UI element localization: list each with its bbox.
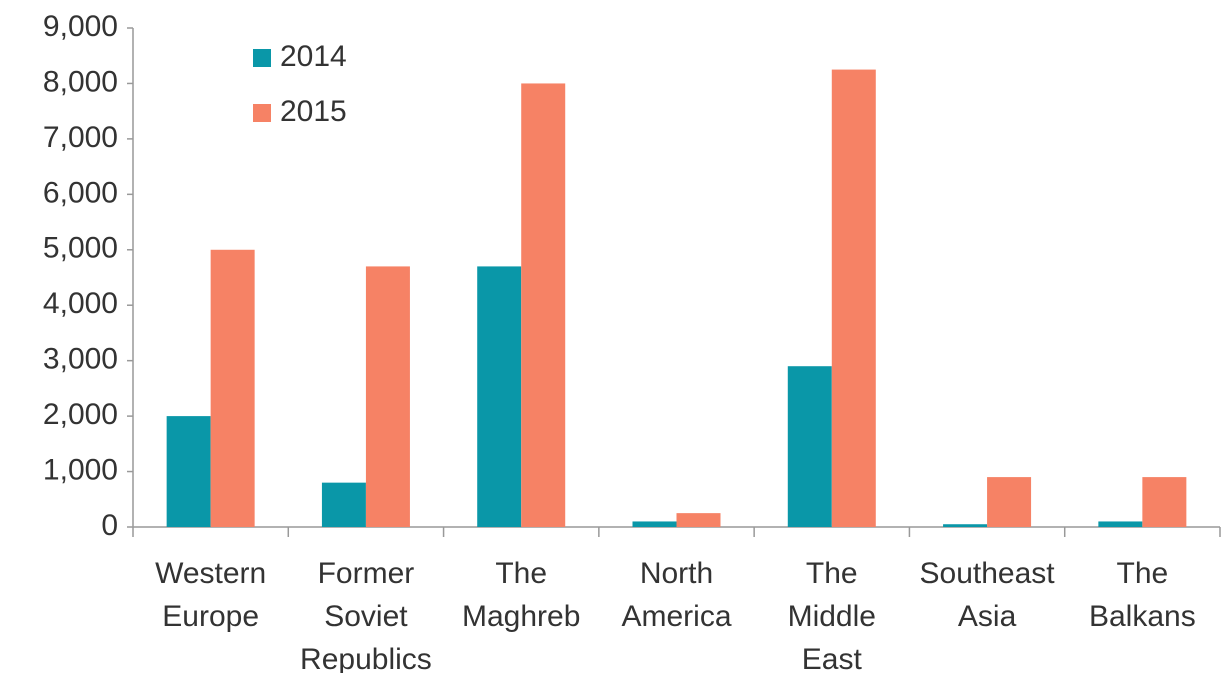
y-tick-label: 5,000 — [43, 232, 118, 265]
bar — [521, 83, 566, 527]
bar — [787, 366, 832, 527]
y-tick-label: 0 — [101, 509, 118, 542]
y-tick-label: 1,000 — [43, 453, 118, 486]
bar — [166, 416, 211, 527]
x-tick-label: Former Soviet Republics — [300, 557, 432, 673]
y-tick-label: 8,000 — [43, 65, 118, 98]
x-tick-label: The Balkans — [1089, 557, 1196, 633]
bar — [943, 524, 988, 527]
bar — [321, 482, 366, 527]
y-tick-label: 2,000 — [43, 398, 118, 431]
legend-swatch — [253, 49, 271, 67]
legend-label: 2015 — [280, 95, 347, 128]
legend-swatch — [253, 104, 271, 122]
bar — [831, 69, 876, 527]
y-tick-label: 7,000 — [43, 121, 118, 154]
y-tick-label: 3,000 — [43, 343, 118, 376]
x-tick-label: Southeast Asia — [920, 557, 1056, 633]
bar — [1098, 521, 1143, 527]
y-tick-label: 6,000 — [43, 176, 118, 209]
x-tick-label: The Middle East — [788, 557, 876, 673]
x-tick-label: Western Europe — [155, 557, 266, 633]
bar — [676, 513, 721, 527]
bar — [477, 266, 522, 527]
y-tick-label: 4,000 — [43, 287, 118, 320]
x-tick-label: The Maghreb — [462, 557, 580, 633]
x-tick-label: North America — [621, 557, 731, 633]
y-tick-label: 9,000 — [43, 10, 118, 43]
bar — [987, 477, 1032, 527]
bar — [210, 249, 255, 527]
bar — [632, 521, 677, 527]
bar — [1142, 477, 1187, 527]
bar — [365, 266, 410, 527]
legend-label: 2014 — [280, 40, 347, 73]
